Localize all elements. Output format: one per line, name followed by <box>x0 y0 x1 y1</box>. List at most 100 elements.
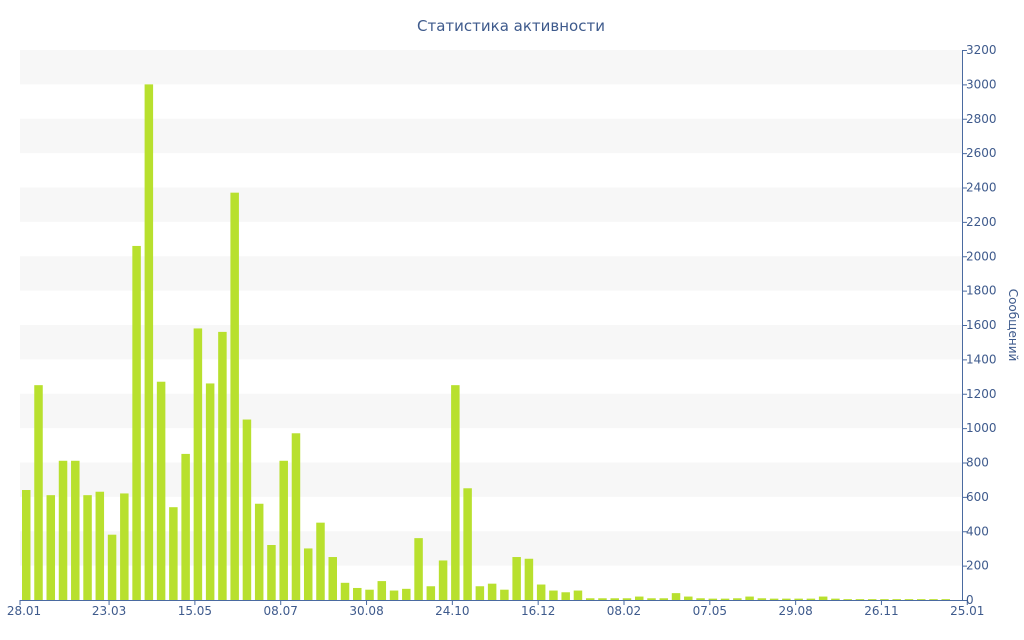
bar <box>536 584 546 600</box>
x-tick-label: 29.08 <box>778 604 812 618</box>
bar <box>549 590 558 600</box>
x-tick-label: 07.05 <box>693 604 727 618</box>
bar <box>610 598 619 600</box>
x-tick-label: 16.12 <box>521 604 555 618</box>
grid-band <box>20 50 962 85</box>
y-tick-label: 200 <box>966 559 989 573</box>
bar <box>156 381 166 600</box>
grid-band <box>20 325 962 360</box>
bar <box>696 598 705 600</box>
bar <box>451 385 460 600</box>
bar <box>144 84 154 601</box>
x-tick-label: 26.11 <box>864 604 898 618</box>
y-tick-label: 800 <box>966 456 989 470</box>
x-tick-label: 08.07 <box>264 604 298 618</box>
bar <box>475 586 485 600</box>
grid-band <box>20 118 962 154</box>
bar <box>561 592 570 600</box>
bar <box>193 328 203 600</box>
bar <box>218 331 227 601</box>
bar <box>831 598 840 601</box>
bar <box>95 491 105 600</box>
y-tick-label: 600 <box>966 490 989 504</box>
y-tick-label: 2600 <box>966 146 997 160</box>
bar <box>794 598 803 601</box>
bar <box>328 557 337 600</box>
bar <box>205 383 215 600</box>
bar <box>929 599 938 600</box>
y-axis-title: Сообщений <box>1006 289 1020 362</box>
bar <box>71 460 80 600</box>
bar <box>291 433 301 600</box>
bar <box>487 583 497 600</box>
bar <box>389 590 399 600</box>
y-tick-label: 1400 <box>966 352 997 366</box>
x-tick-label: 08.02 <box>607 604 641 618</box>
bar-series <box>22 84 950 601</box>
x-tick-label: 23.03 <box>92 604 126 618</box>
bar <box>353 587 362 600</box>
bar <box>34 385 43 600</box>
y-tick-label: 2800 <box>966 112 997 126</box>
bar <box>855 599 865 600</box>
y-tick-label: 1000 <box>966 421 997 435</box>
bar <box>892 599 901 600</box>
bar <box>303 548 313 600</box>
bar <box>524 558 534 600</box>
bar <box>867 599 877 600</box>
y-tick-label: 3000 <box>966 77 997 91</box>
y-tick-label: 400 <box>966 524 989 538</box>
bar <box>708 598 718 601</box>
bar <box>573 590 583 600</box>
bar <box>647 598 656 600</box>
bar <box>769 598 779 601</box>
y-tick-label: 1800 <box>966 284 997 298</box>
bar <box>585 598 595 600</box>
grid-band <box>20 187 962 222</box>
x-tick-label: 30.08 <box>349 604 383 618</box>
bar <box>941 599 950 600</box>
bar <box>438 560 448 600</box>
axes <box>19 50 968 605</box>
grid-band <box>20 393 962 429</box>
bar <box>316 522 325 600</box>
grid-band <box>20 256 962 291</box>
bar <box>500 589 509 600</box>
bar <box>402 588 411 600</box>
bar <box>365 589 374 600</box>
y-tick-label: 0 <box>966 593 974 607</box>
y-tick-label: 1200 <box>966 387 997 401</box>
bar <box>340 582 350 600</box>
bar <box>107 534 117 600</box>
bar <box>720 598 730 601</box>
grid-band <box>20 462 962 497</box>
x-tick-label: 24.10 <box>435 604 469 618</box>
bar <box>880 599 889 600</box>
bar <box>169 507 178 600</box>
bar <box>254 503 264 600</box>
bar <box>120 493 129 600</box>
bar <box>181 453 190 600</box>
bar <box>598 598 607 600</box>
bar <box>377 581 387 600</box>
bar <box>806 598 816 601</box>
bar <box>46 495 56 600</box>
x-tick-label: 25.01 <box>950 604 984 618</box>
bar <box>267 545 276 600</box>
bar <box>684 596 693 600</box>
bar <box>782 598 791 601</box>
bar <box>242 419 252 600</box>
x-tick-label: 15.05 <box>178 604 212 618</box>
y-tick-label: 2400 <box>966 181 997 195</box>
bar <box>843 599 852 600</box>
bar <box>58 460 68 600</box>
bar <box>904 599 914 600</box>
bar <box>659 598 669 600</box>
bar <box>757 598 767 600</box>
bar <box>916 599 926 600</box>
x-tick-label: 28.01 <box>7 604 41 618</box>
bar <box>622 598 632 600</box>
y-tick-label: 3200 <box>966 43 997 57</box>
